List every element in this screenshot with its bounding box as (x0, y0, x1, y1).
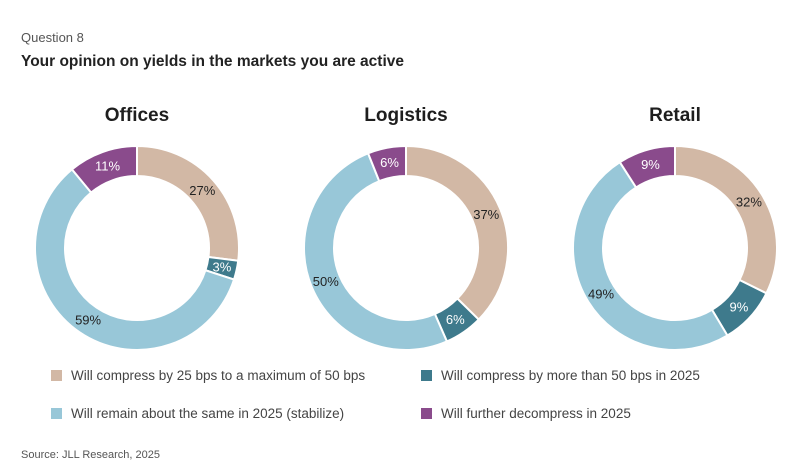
question-title: Your opinion on yields in the markets yo… (21, 53, 405, 70)
data-label-logistics-compress-more-50: 6% (446, 312, 465, 327)
chart-title-offices: Offices (105, 105, 169, 126)
legend-label-compress-more-50: Will compress by more than 50 bps in 202… (441, 368, 700, 383)
data-label-retail-remain-same: 49% (588, 286, 614, 301)
data-label-offices-further-decompress: 11% (95, 159, 120, 174)
source-note: Source: JLL Research, 2025 (21, 449, 161, 461)
data-label-retail-further-decompress: 9% (641, 157, 660, 172)
slice-logistics-further-decompress (366, 144, 407, 183)
slice-logistics-compress-25-50 (405, 144, 509, 321)
donut-logistics: Logistics 37% 6% 50% 6% (303, 105, 509, 351)
legend-swatch-remain-same (51, 408, 62, 419)
data-label-logistics-compress-25-50: 37% (473, 207, 499, 222)
legend-item-further-decompress: Will further decompress in 2025 (421, 406, 631, 421)
slice-offices-further-decompress (70, 144, 138, 194)
slice-retail-further-decompress (618, 144, 676, 189)
question-number: Question 8 (21, 30, 84, 45)
slice-offices-compress-25-50 (136, 144, 240, 262)
legend-item-compress-more-50: Will compress by more than 50 bps in 202… (421, 368, 700, 383)
slice-offices-remain-same (34, 167, 236, 351)
legend-swatch-compress-25-50 (51, 370, 62, 381)
data-label-logistics-remain-same: 50% (313, 274, 339, 289)
chart-title-retail: Retail (649, 105, 701, 126)
legend-item-remain-same: Will remain about the same in 2025 (stab… (51, 406, 344, 421)
legend-swatch-compress-more-50 (421, 370, 432, 381)
legend-label-remain-same: Will remain about the same in 2025 (stab… (71, 406, 345, 421)
data-label-retail-compress-more-50: 9% (730, 300, 749, 315)
donut-retail: Retail 32% 9% 49% 9% (572, 105, 778, 351)
data-label-offices-compress-more-50: 3% (213, 259, 232, 274)
legend-label-compress-25-50: Will compress by 25 bps to a maximum of … (71, 368, 366, 383)
data-label-logistics-further-decompress: 6% (380, 155, 399, 170)
data-label-retail-compress-25-50: 32% (736, 195, 762, 210)
slice-retail-remain-same (572, 160, 729, 351)
chart-title-logistics: Logistics (364, 105, 447, 126)
legend-item-compress-25-50: Will compress by 25 bps to a maximum of … (51, 368, 365, 383)
data-label-offices-remain-same: 59% (75, 312, 101, 327)
data-label-offices-compress-25-50: 27% (189, 183, 215, 198)
slice-retail-compress-25-50 (674, 144, 778, 295)
donut-charts: Offices 27% 3% 59% 11% Logistics 37% 6% 50% 6% Ret… (34, 105, 778, 351)
legend-label-further-decompress: Will further decompress in 2025 (441, 406, 631, 421)
slice-logistics-remain-same (303, 152, 449, 351)
donut-offices: Offices 27% 3% 59% 11% (34, 105, 240, 351)
legend-swatch-further-decompress (421, 408, 432, 419)
